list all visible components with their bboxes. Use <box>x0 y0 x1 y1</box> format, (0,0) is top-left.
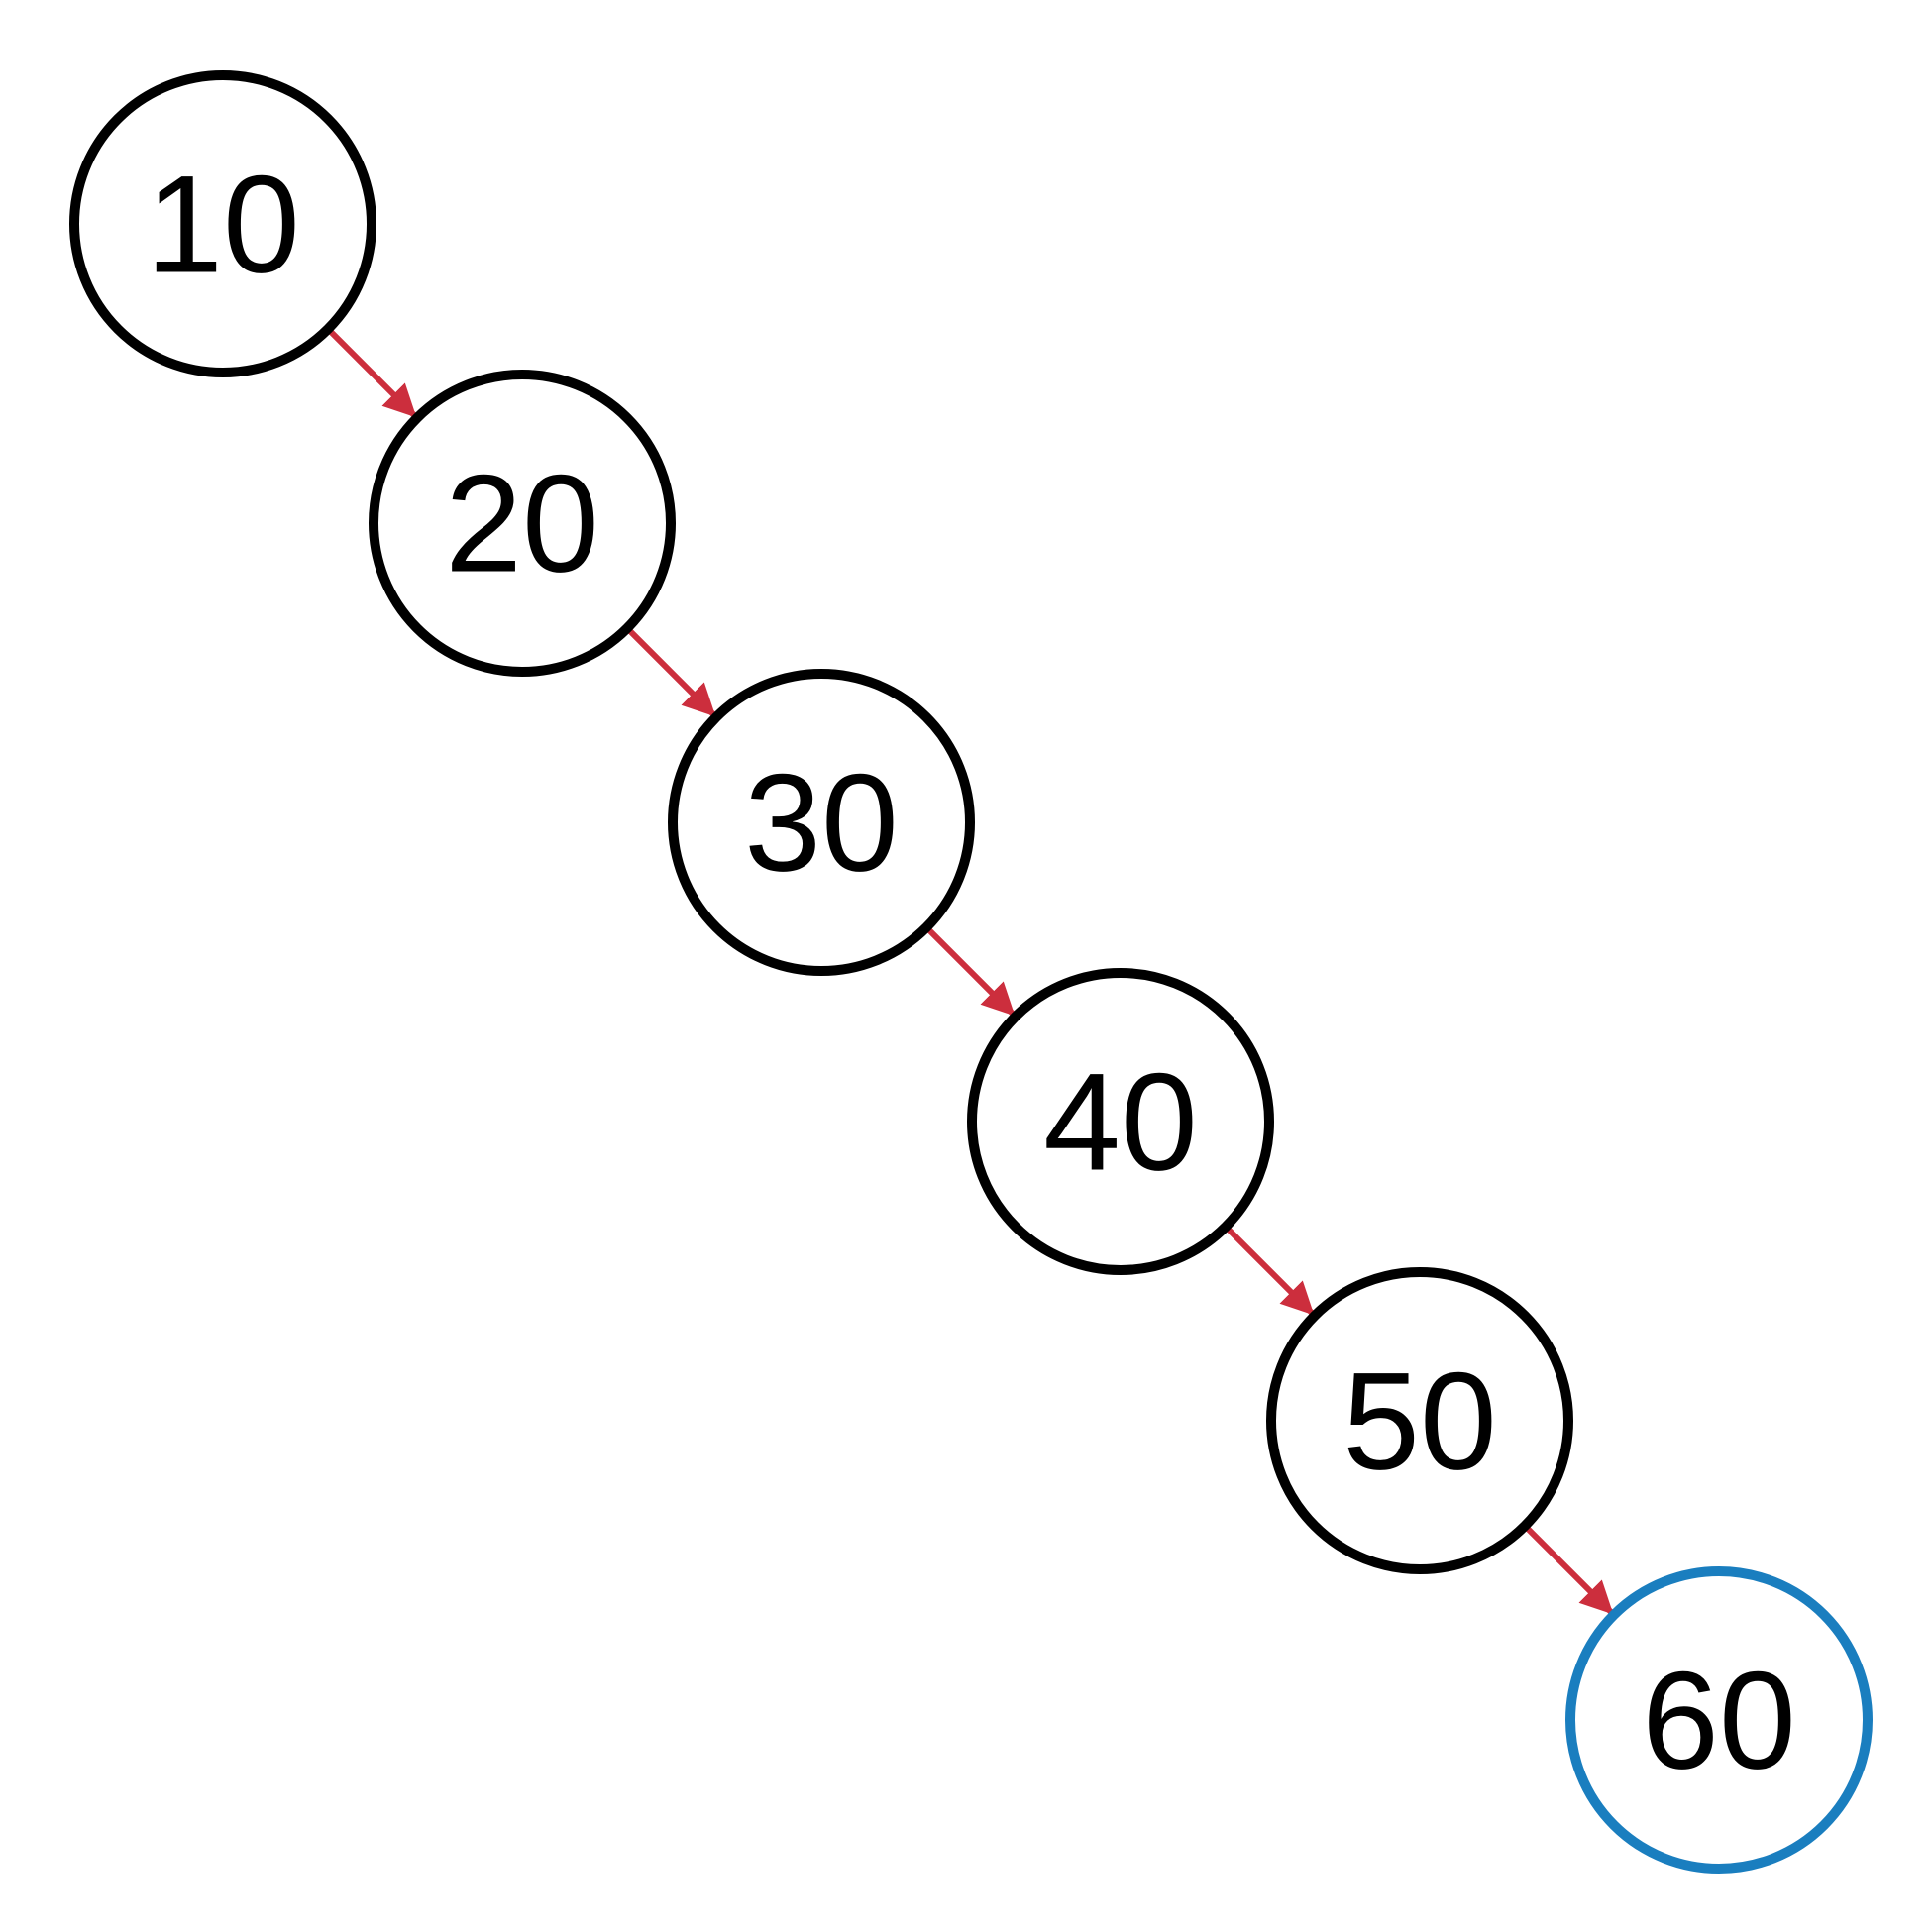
edge-arrow-4 <box>1220 1221 1312 1313</box>
edge-arrow-2 <box>621 622 713 714</box>
edge-arrow-5 <box>1519 1520 1611 1612</box>
node-10: 10 <box>74 75 372 373</box>
node-label: 10 <box>146 147 300 302</box>
node-label: 30 <box>744 745 899 901</box>
node-label: 50 <box>1342 1343 1497 1499</box>
node-label: 40 <box>1043 1044 1198 1200</box>
node-40: 40 <box>972 973 1269 1270</box>
node-30: 30 <box>673 674 970 971</box>
node-label: 60 <box>1642 1643 1796 1798</box>
node-label: 20 <box>445 446 599 601</box>
node-60: 60 <box>1570 1571 1868 1869</box>
node-20: 20 <box>374 375 671 672</box>
edge-arrow-3 <box>920 921 1013 1014</box>
node-50: 50 <box>1271 1272 1568 1569</box>
edge-arrow-1 <box>322 323 414 415</box>
